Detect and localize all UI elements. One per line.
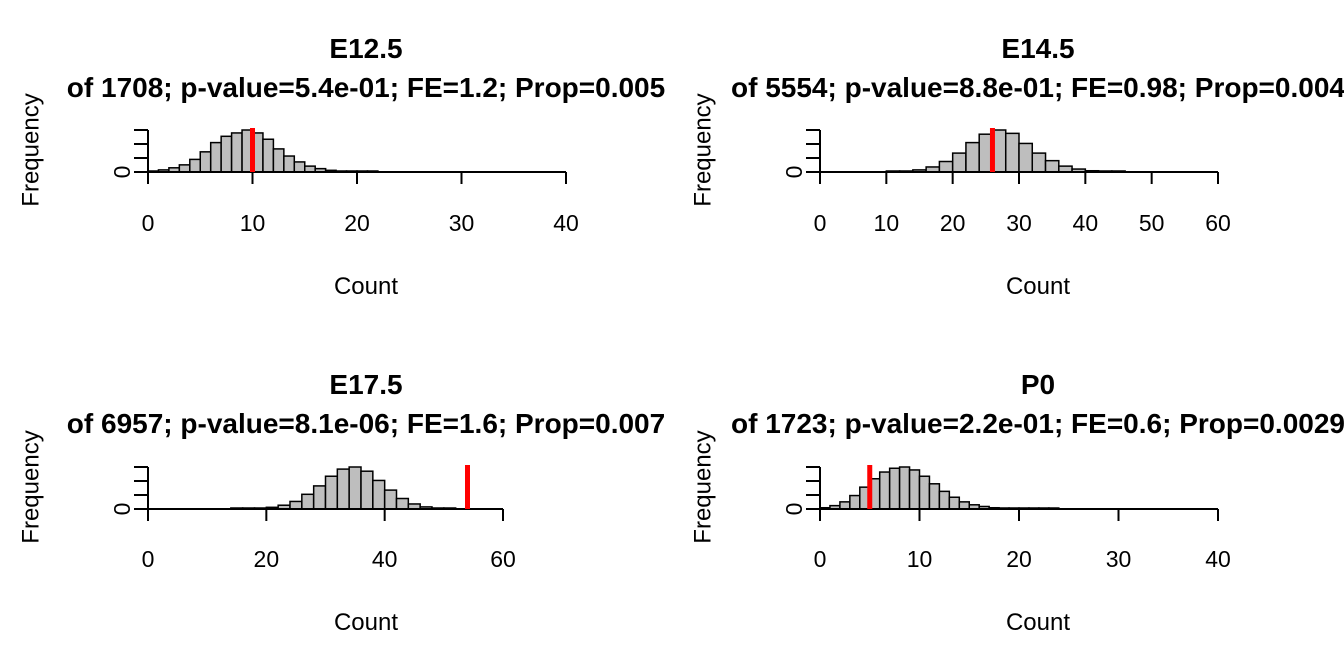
panel4-x-tick-label: 30 <box>1106 546 1132 572</box>
panel2-x-tick-label: 50 <box>1139 210 1165 236</box>
panel4-histogram-bar <box>928 483 941 510</box>
panel4-histogram-bar <box>878 471 891 510</box>
panel4-y-axis-label: Frequency <box>689 430 716 543</box>
panel4-x-tick-label: 10 <box>907 546 933 572</box>
panel1-subtitle: of 1708; p-value=5.4e-01; FE=1.2; Prop=0… <box>67 72 665 103</box>
panel3-histogram-bar <box>348 466 362 510</box>
panel2-x-tick-label: 0 <box>814 210 827 236</box>
panel2-histogram-bar <box>1031 152 1047 173</box>
panel2-histogram-bar <box>1018 142 1034 173</box>
panel3-x-tick-label: 40 <box>372 546 398 572</box>
panel4-subtitle: of 1723; p-value=2.2e-01; FE=0.6; Prop=0… <box>731 408 1344 439</box>
panel2-title: E14.5 <box>1001 33 1074 64</box>
panel4-x-tick-label: 20 <box>1006 546 1032 572</box>
panel2-x-tick-label: 20 <box>940 210 966 236</box>
panel3-x-tick-label: 0 <box>142 546 155 572</box>
panel2-y-axis-label: Frequency <box>689 93 716 206</box>
panel2-histogram-bar <box>965 141 980 173</box>
panel3-y-tick-label: 0 <box>109 503 135 516</box>
panel1-histogram-bar <box>230 132 243 173</box>
panel1-histogram-bar <box>220 135 233 173</box>
panel3-histogram-bar <box>372 479 386 510</box>
panel1-histogram-bar <box>209 141 222 173</box>
panel4-histogram-bar <box>898 466 911 510</box>
panel2-histogram-bar <box>1044 159 1060 173</box>
panel2-histogram-bar <box>938 160 954 173</box>
panel4-histogram-bar <box>888 467 901 510</box>
panel4-title: P0 <box>1021 369 1055 400</box>
panel2-x-tick-label: 40 <box>1073 210 1099 236</box>
panel1-histogram-bar <box>262 138 275 173</box>
panel3-x-tick-label: 60 <box>490 546 516 572</box>
panel4-histogram-bar <box>908 469 921 510</box>
panel1-histogram-bar <box>272 148 285 173</box>
panel2-histogram-bar <box>1004 132 1020 173</box>
panel2-y-tick-label: 0 <box>781 166 807 179</box>
panel4-x-tick-label: 0 <box>814 546 827 572</box>
panel3-histogram-bar <box>360 470 374 510</box>
panel1-histogram-bar <box>199 151 212 173</box>
panel1-y-tick-label: 0 <box>109 166 135 179</box>
panel3-histogram-bar <box>324 475 339 510</box>
panel3-histogram-bar <box>336 468 350 510</box>
panel3-x-axis-label: Count <box>334 609 398 636</box>
panel4-y-tick-label: 0 <box>781 503 807 516</box>
panel4-x-axis-label: Count <box>1006 609 1070 636</box>
panel3-y-axis-label: Frequency <box>17 430 44 543</box>
panel1-x-tick-label: 0 <box>142 210 155 236</box>
panel1-histogram-bar <box>283 155 296 173</box>
panel1-x-axis-label: Count <box>334 273 398 300</box>
panel3-histogram-bar <box>312 485 327 510</box>
panel3-title: E17.5 <box>329 369 402 400</box>
panel4-histogram-bar <box>938 490 951 510</box>
panel4-histogram-bar <box>839 501 851 510</box>
panel3-histogram-bar <box>289 500 303 510</box>
panel1-title: E12.5 <box>329 33 402 64</box>
panel1-y-axis-label: Frequency <box>17 93 44 206</box>
panel2-x-tick-label: 30 <box>1006 210 1032 236</box>
panel1-x-tick-label: 30 <box>449 210 475 236</box>
panel3-histogram-bar <box>301 493 315 510</box>
panel4-x-tick-label: 40 <box>1205 546 1231 572</box>
panel3-x-tick-label: 20 <box>254 546 280 572</box>
panel1-x-tick-label: 40 <box>553 210 579 236</box>
panel3-histogram-bar <box>395 497 410 510</box>
panel4-histogram-bar <box>948 496 961 510</box>
panel3-histogram-bar <box>383 489 398 510</box>
panel1-histogram-bar <box>178 164 191 173</box>
panel1-x-tick-label: 20 <box>344 210 370 236</box>
panel4-histogram-bar <box>849 494 861 510</box>
panel2-histogram-bar <box>951 152 967 173</box>
panel1-histogram-bar <box>189 158 202 173</box>
panel2-x-tick-label: 10 <box>874 210 900 236</box>
panel1-histogram-bar <box>293 161 306 173</box>
panel1-x-tick-label: 10 <box>240 210 266 236</box>
panel4-histogram-bar <box>918 475 931 510</box>
panel2-subtitle: of 5554; p-value=8.8e-01; FE=0.98; Prop=… <box>731 72 1344 103</box>
panel2-x-tick-label: 60 <box>1205 210 1231 236</box>
panel2-x-axis-label: Count <box>1006 273 1070 300</box>
panel4-histogram-bar <box>958 501 970 510</box>
panel3-subtitle: of 6957; p-value=8.1e-06; FE=1.6; Prop=0… <box>67 408 665 439</box>
